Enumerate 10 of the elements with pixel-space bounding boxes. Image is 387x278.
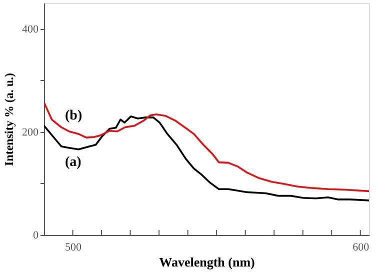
y-tick-label: 0 — [33, 230, 39, 242]
x-axis-title: Wavelength (nm) — [159, 254, 255, 270]
line-series — [44, 102, 369, 192]
y-tick-label: 400 — [22, 23, 39, 36]
y-axis-title: Intensity % (a. u.) — [2, 72, 16, 166]
series-label: (a) — [65, 154, 82, 170]
x-tick-label: 600 — [352, 242, 370, 254]
series-label: (b) — [65, 108, 82, 124]
x-tick-label: 500 — [65, 242, 82, 254]
y-tick-label: 200 — [22, 126, 39, 138]
